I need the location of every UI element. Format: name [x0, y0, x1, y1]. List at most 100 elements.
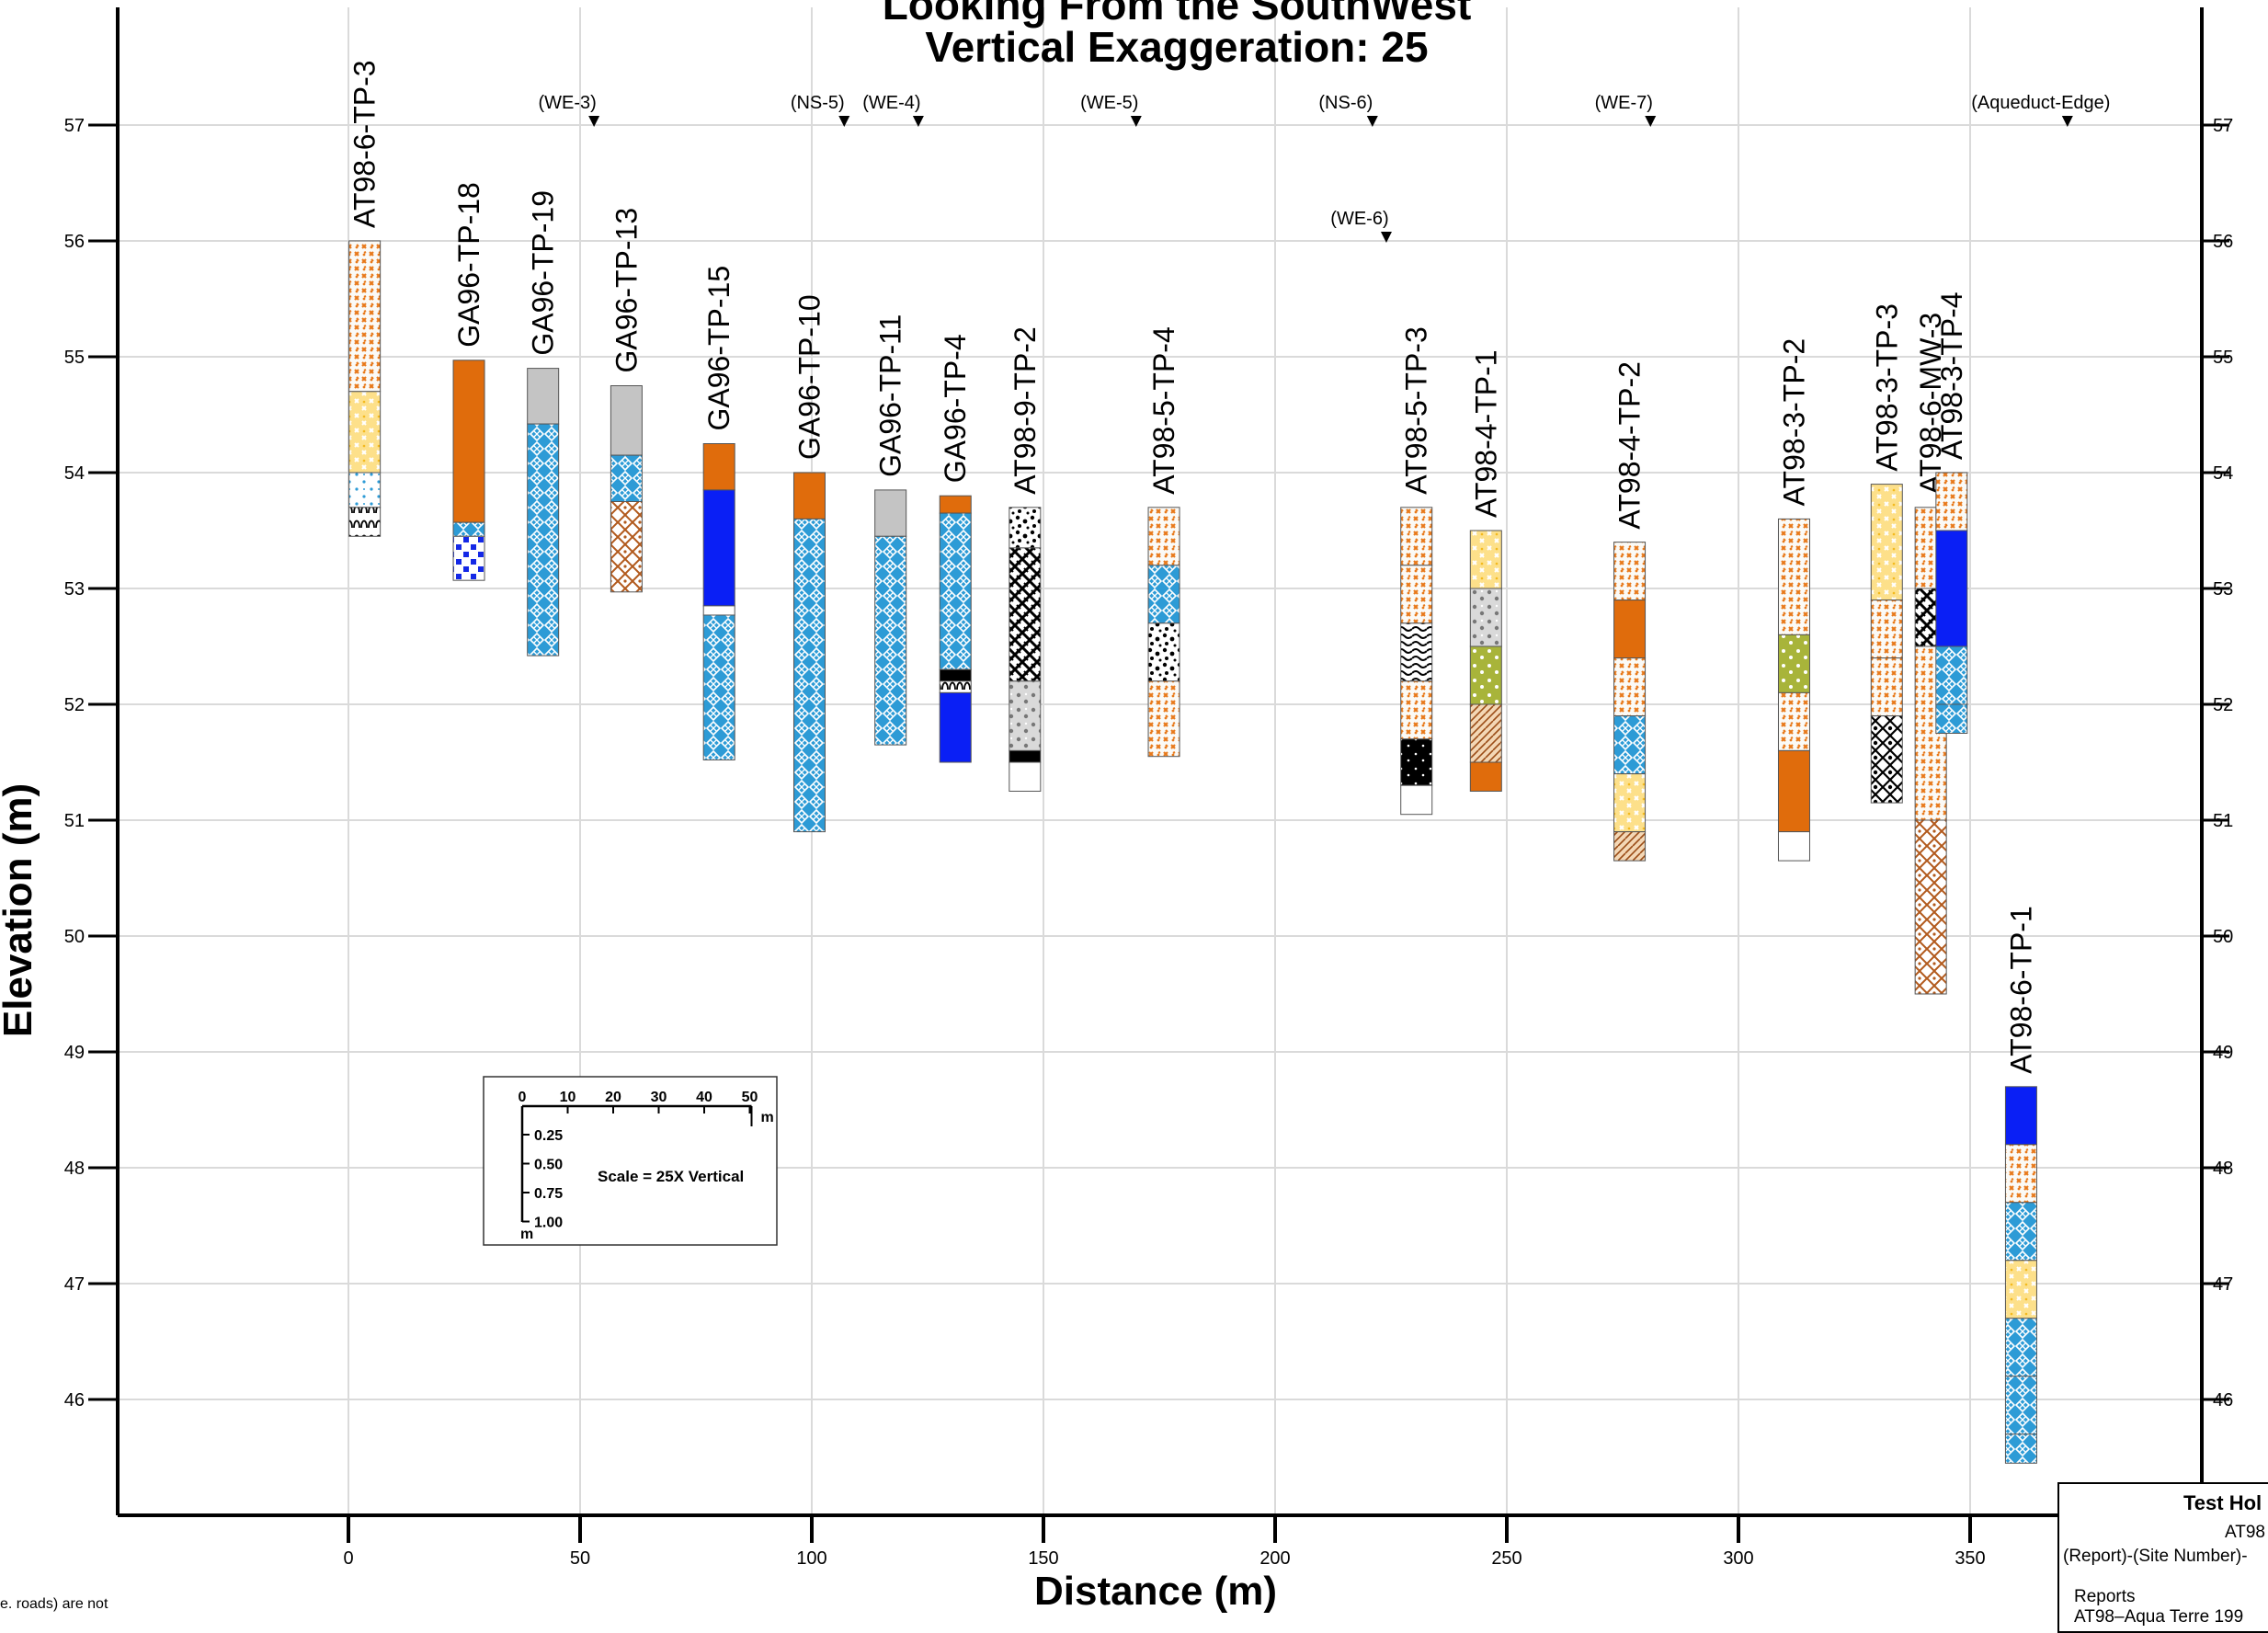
soil-layer — [2004, 1086, 2037, 1146]
test-hole-column: GA96-TP-19 — [527, 190, 560, 657]
soil-layer — [939, 512, 972, 670]
test-hole-label: GA96-TP-15 — [702, 266, 735, 431]
test-hole-column: AT98-9-TP-2 — [1009, 326, 1042, 792]
section-marker-triangle — [588, 116, 600, 127]
soil-layer — [1870, 715, 1903, 804]
soil-layer — [2004, 1433, 2037, 1464]
soil-layer — [1469, 530, 1502, 589]
scale-h-tick-label: 20 — [605, 1090, 621, 1105]
soil-layer — [452, 535, 485, 581]
soil-layer — [1400, 622, 1433, 682]
y-tick-label-right: 49 — [2213, 1043, 2233, 1063]
soil-layer — [527, 423, 560, 657]
soil-layer — [1870, 657, 1903, 717]
section-markers: (WE-3) (NS-5) (WE-4) (WE-5) (NS-6) (WE-6) (WE-… — [538, 93, 2110, 243]
soil-layer — [610, 501, 643, 593]
test-hole-column: AT98-6-TP-3 — [348, 60, 382, 537]
y-tick-label-left: 50 — [64, 927, 85, 947]
section-marker-triangle — [912, 116, 924, 127]
soil-layer — [792, 472, 826, 520]
soil-layer — [1777, 518, 1810, 635]
scale-v-unit: m — [520, 1227, 533, 1242]
soil-layer — [348, 472, 382, 508]
soil-layer — [1777, 691, 1810, 751]
soil-layer — [1613, 715, 1647, 775]
test-hole-column: AT98-4-TP-2 — [1613, 361, 1647, 862]
x-tick-label: 50 — [570, 1548, 590, 1569]
soil-layer — [452, 360, 485, 523]
soil-layer — [1009, 761, 1042, 792]
x-tick-label: 250 — [1491, 1548, 1521, 1569]
soil-layer — [2004, 1260, 2037, 1319]
x-tick-label: 0 — [343, 1548, 353, 1569]
test-hole-label: AT98-3-TP-3 — [1870, 303, 1903, 472]
soil-layer — [702, 443, 735, 491]
section-marker-label: (WE-3) — [538, 93, 596, 113]
y-tick-label-right: 48 — [2213, 1159, 2233, 1179]
y-tick-label-left: 46 — [64, 1390, 85, 1410]
test-hole-column: GA96-TP-18 — [452, 182, 485, 581]
y-tick-label-left: 56 — [64, 232, 85, 252]
soil-layer — [1469, 703, 1502, 763]
test-hole-column: GA96-TP-11 — [874, 314, 907, 746]
section-marker-label: (Aqueduct-Edge) — [1971, 93, 2110, 113]
soil-layer — [2004, 1202, 2037, 1262]
soil-layer — [1613, 657, 1647, 717]
x-tick-label: 100 — [796, 1548, 826, 1569]
section-marker-triangle — [1380, 232, 1392, 243]
y-tick-label-right: 57 — [2213, 116, 2233, 136]
scale-h-unit: m — [761, 1110, 774, 1125]
section-marker-triangle — [1645, 116, 1657, 127]
soil-layer — [2004, 1376, 2037, 1435]
scale-legend-text: Scale = 25X Vertical — [598, 1168, 744, 1185]
section-marker-label: (WE-5) — [1080, 93, 1138, 113]
y-tick-label-left: 57 — [64, 116, 85, 136]
y-tick-label-left: 54 — [64, 463, 85, 484]
y-axis-title: Elevation (m) — [0, 782, 40, 1038]
soil-layer — [1147, 507, 1180, 566]
y-tick-label-right: 56 — [2213, 232, 2233, 252]
soil-layer — [1469, 588, 1502, 647]
test-hole-label: AT98-9-TP-2 — [1009, 326, 1042, 495]
test-hole-label: GA96-TP-19 — [527, 190, 560, 356]
soil-layer — [1777, 831, 1810, 862]
y-tick-label-right: 50 — [2213, 927, 2233, 947]
soil-layer — [1870, 484, 1903, 601]
soil-layer — [348, 391, 382, 474]
section-marker-label: (NS-6) — [1318, 93, 1373, 113]
y-tick-label-left: 48 — [64, 1159, 85, 1179]
test-hole-column: AT98-3-TP-2 — [1777, 338, 1810, 862]
test-holes: AT98-6-TP-3 GA96-TP-18 GA96-TP-19 GA96-TP-1… — [348, 60, 2037, 1464]
y-tick-label-right: 52 — [2213, 695, 2233, 715]
y-tick-label-right: 47 — [2213, 1274, 2233, 1295]
x-tick-label: 200 — [1259, 1548, 1290, 1569]
scale-h-tick-label: 0 — [519, 1090, 527, 1105]
soil-layer — [2004, 1318, 2037, 1377]
soil-layer — [1935, 530, 1968, 647]
y-tick-label-left: 53 — [64, 579, 85, 600]
soil-layer — [2004, 1144, 2037, 1204]
y-tick-label-right: 51 — [2213, 811, 2233, 831]
soil-layer — [348, 507, 382, 537]
soil-layer — [939, 680, 972, 693]
test-hole-column: AT98-3-TP-3 — [1870, 303, 1903, 804]
soil-layer — [527, 368, 560, 425]
soil-layer — [348, 240, 382, 393]
soil-layer — [1935, 472, 1968, 531]
test-hole-column: AT98-6-MW-3 — [1914, 313, 1947, 995]
scale-v-tick-label: 0.25 — [534, 1128, 563, 1144]
section-marker-triangle — [838, 116, 850, 127]
scale-legend-box — [483, 1076, 778, 1246]
footnote-text: e. roads) are not — [0, 1596, 108, 1612]
section-marker-label: (WE-6) — [1330, 209, 1388, 229]
y-tick-label-right: 55 — [2213, 348, 2233, 368]
grid — [118, 7, 2202, 1515]
soil-layer — [1009, 507, 1042, 549]
scale-h-tick-label: 30 — [651, 1090, 667, 1105]
test-hole-label: GA96-TP-4 — [939, 334, 972, 483]
test-hole-label: AT98-4-TP-2 — [1613, 361, 1647, 530]
soil-layer — [1400, 680, 1433, 740]
test-hole-label: AT98-5-TP-3 — [1400, 326, 1433, 495]
test-hole-column: AT98-3-TP-4 — [1935, 291, 1968, 734]
